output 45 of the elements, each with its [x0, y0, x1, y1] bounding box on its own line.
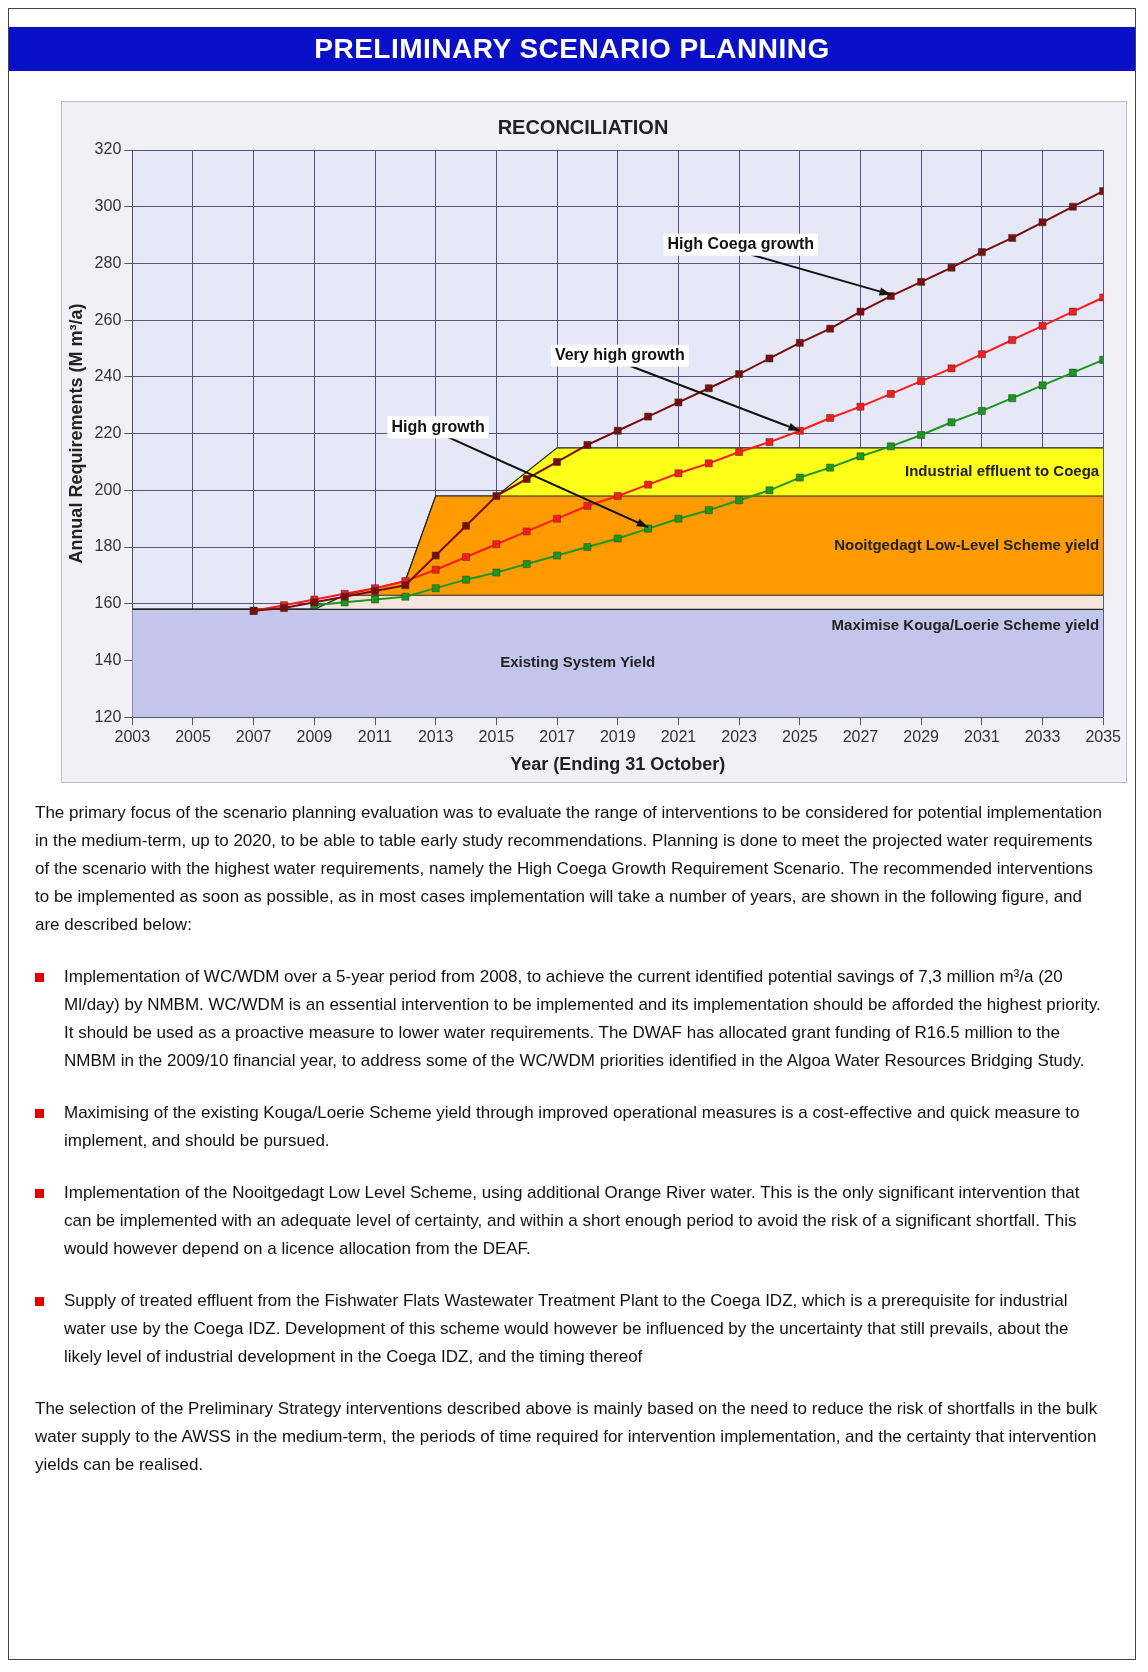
text: The selection of the Preliminary Strategy interventions described above is mainly based on the need to reduce the risk of shortfalls in the bulk water supply to the AWSS in the medium-term, the periods of time required for intervention implementation, and the certainty that intervention yields can be realised. — [35, 1398, 1099, 1476]
x-tick-label: 2029 — [903, 728, 940, 746]
series-label: Maximise Kouga/Loerie Scheme yield — [831, 615, 1100, 633]
chart-title: PRELIMINARY SCENARIO PLANNING — [9, 27, 1135, 71]
series-label: Nooitgedagt Low-Level Scheme yield — [834, 535, 1100, 553]
y-tick-label: 260 — [94, 310, 122, 328]
x-tick-label: 2013 — [417, 728, 454, 746]
x-tick-label: 2019 — [599, 728, 636, 746]
x-tick-label: 2009 — [296, 728, 333, 746]
series-label: Industrial effluent to Coega — [905, 462, 1100, 480]
x-tick-label: 2025 — [782, 728, 818, 746]
y-tick-label: 160 — [94, 594, 122, 612]
x-tick-label: 2005 — [175, 728, 211, 746]
text: Maximising of the existing Kouga/Loerie Scheme yield through improved operational measures is a cost-effective and quick measure to implement, and should be pursued. — [64, 1102, 1081, 1152]
y-tick-label: 140 — [94, 650, 122, 668]
text: The primary focus of the scenario planning evaluation was to evaluate the range of interventions to be considered for potential implementation in the medium-term, up to 2020, to be able to table early study recommendations. Planning is done to meet the projected water requirements of the scenario with the highest water requirements, namely the High Coega Growth Requirement Scenario. The recommended interventions to be implemented as soon as possible, as in most cases implementation will take a number of years, are shown in the following figure, and are described below: — [35, 802, 1103, 936]
x-tick-label: 2023 — [721, 728, 758, 746]
annotation: High Coega growth — [667, 235, 815, 253]
x-tick-label: 2031 — [964, 728, 1000, 746]
x-tick-label: 2035 — [1085, 728, 1122, 746]
y-tick-label: 300 — [94, 197, 122, 215]
x-tick-label: 2003 — [114, 728, 151, 746]
y-tick-label: 220 — [94, 424, 122, 442]
y-tick-label: 320 — [94, 140, 122, 158]
y-tick-label: 120 — [94, 707, 122, 725]
x-tick-label: 2027 — [842, 728, 879, 746]
x-tick-label: 2011 — [357, 728, 393, 746]
annotation: Very high growth — [554, 346, 685, 364]
chart-subtitle: RECONCILIATION — [497, 115, 669, 138]
text: Implementation of the Nooitgedagt Low Level Scheme, using additional Orange River water. This is the only significant intervention that can be implemented with an adequate level of certainty, and within a short enough period to avoid the risk of a significant shortfall. This would however depend on a licence allocation from the DEAF. — [64, 1182, 1081, 1260]
x-tick-label: 2015 — [478, 728, 515, 746]
x-tick-label: 2033 — [1024, 728, 1061, 746]
x-tick-label: 2017 — [539, 728, 575, 746]
y-tick-label: 180 — [94, 537, 122, 555]
y-axis-title: Annual Requirements (M m³/a) — [65, 303, 86, 564]
series-label: Existing System Yield — [500, 653, 656, 671]
y-tick-label: 280 — [94, 253, 122, 271]
annotation: High growth — [391, 417, 485, 435]
x-axis-title: Year (Ending 31 October) — [510, 754, 726, 775]
text: Supply of treated effluent from the Fishwater Flats Wastewater Treatment Plant to the Coega IDZ, which is a prerequisite for industrial water use by the Coega IDZ. Development of this scheme would however be influenced by the uncertainty that still prevails, about the likely level of industrial development in the Coega IDZ, and the timing thereof — [64, 1290, 1070, 1368]
text: Implementation of WC/WDM over a 5-year period from 2008, to achieve the current identified potential savings of 7,3 million m³/a (20 Ml/day) by NMBM. WC/WDM is an essential intervention to be implemented and its implementation should be afforded the highest priority. It should be used as a proactive measure to lower water requirements. The DWAF has allocated grant funding of R16.5 million to the NMBM in the 2009/10 financial year, to address some of the WC/WDM priorities identified in the Algoa Water Resources Bridging Study. — [64, 966, 1102, 1072]
y-tick-label: 240 — [94, 367, 122, 385]
x-tick-label: 2021 — [660, 728, 697, 746]
y-tick-label: 200 — [94, 480, 122, 498]
x-tick-label: 2007 — [235, 728, 272, 746]
